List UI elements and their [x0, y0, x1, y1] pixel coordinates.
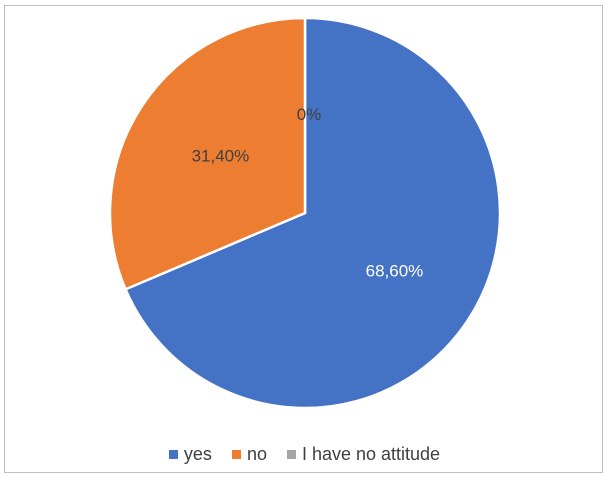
legend: yes no I have no attitude: [0, 444, 609, 465]
legend-entry-yes: yes: [168, 444, 212, 465]
slice-label-no: 31,40%: [192, 147, 250, 166]
legend-swatch-yes: [168, 450, 178, 459]
legend-entry-no-attitude: I have no attitude: [286, 444, 441, 465]
legend-label-yes: yes: [183, 444, 212, 464]
pie-slice-no: [108, 16, 307, 291]
slice-label-i-have-no-attitude: 0%: [297, 105, 322, 124]
legend-label-no: no: [246, 444, 267, 464]
pie-slice-yes: [123, 16, 502, 410]
slice-label-yes: 68,60%: [366, 262, 424, 281]
legend-entry-no: no: [231, 444, 267, 465]
legend-label-no-attitude: I have no attitude: [301, 444, 441, 464]
legend-swatch-no: [231, 450, 241, 459]
legend-swatch-no-attitude: [286, 450, 296, 459]
